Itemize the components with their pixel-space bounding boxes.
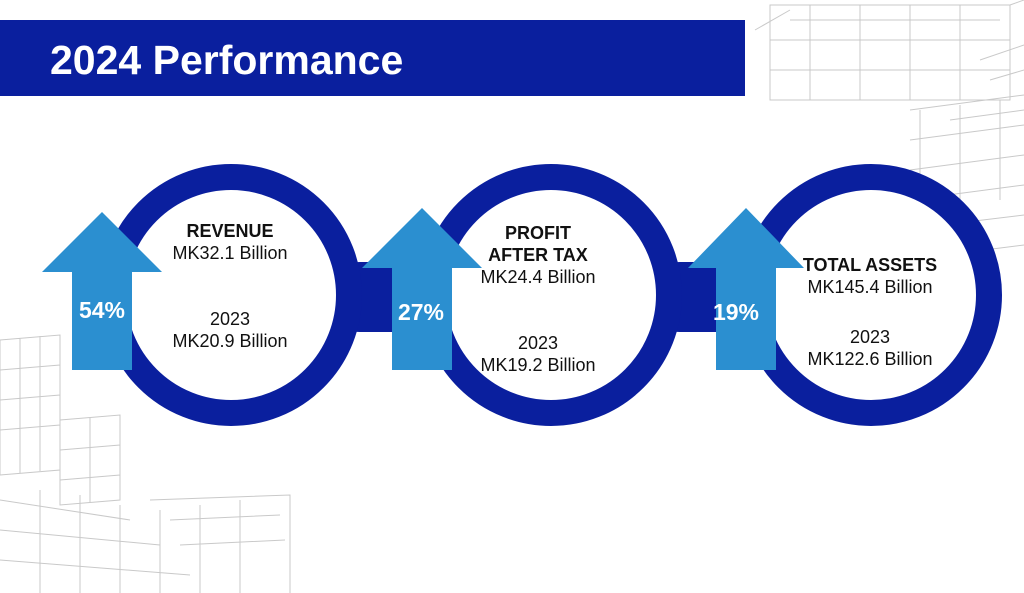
- up-arrow-icon: [362, 208, 482, 370]
- revenue-prior-value: MK20.9 Billion: [172, 331, 288, 351]
- profit-title-line2: AFTER TAX: [488, 245, 588, 265]
- profit-prior-year: 2023: [517, 333, 559, 353]
- revenue-change-percent: 54%: [78, 297, 126, 323]
- revenue-label: REVENUE MK32.1 Billion 2023 MK20.9 Billi…: [150, 220, 310, 352]
- revenue-title: REVENUE: [186, 221, 274, 241]
- up-arrow-icon: [688, 208, 804, 370]
- profit-change-percent: 27%: [397, 299, 445, 325]
- up-arrow-icon: [42, 212, 162, 370]
- profit-value: MK24.4 Billion: [480, 267, 596, 287]
- revenue-value: MK32.1 Billion: [172, 243, 288, 263]
- assets-prior-year: 2023: [849, 327, 891, 347]
- profit-title-line1: PROFIT: [505, 223, 571, 243]
- profit-prior-value: MK19.2 Billion: [480, 355, 596, 375]
- title-banner: [0, 20, 745, 96]
- page-title: 2024 Performance: [50, 37, 404, 83]
- assets-label: TOTAL ASSETS MK145.4 Billion 2023 MK122.…: [790, 254, 950, 370]
- assets-change-percent: 19%: [712, 299, 760, 325]
- assets-title: TOTAL ASSETS: [802, 255, 938, 275]
- profit-label: PROFIT AFTER TAX MK24.4 Billion 2023 MK1…: [458, 222, 618, 376]
- assets-prior-value: MK122.6 Billion: [807, 349, 933, 369]
- revenue-prior-year: 2023: [209, 309, 251, 329]
- assets-value: MK145.4 Billion: [807, 277, 933, 297]
